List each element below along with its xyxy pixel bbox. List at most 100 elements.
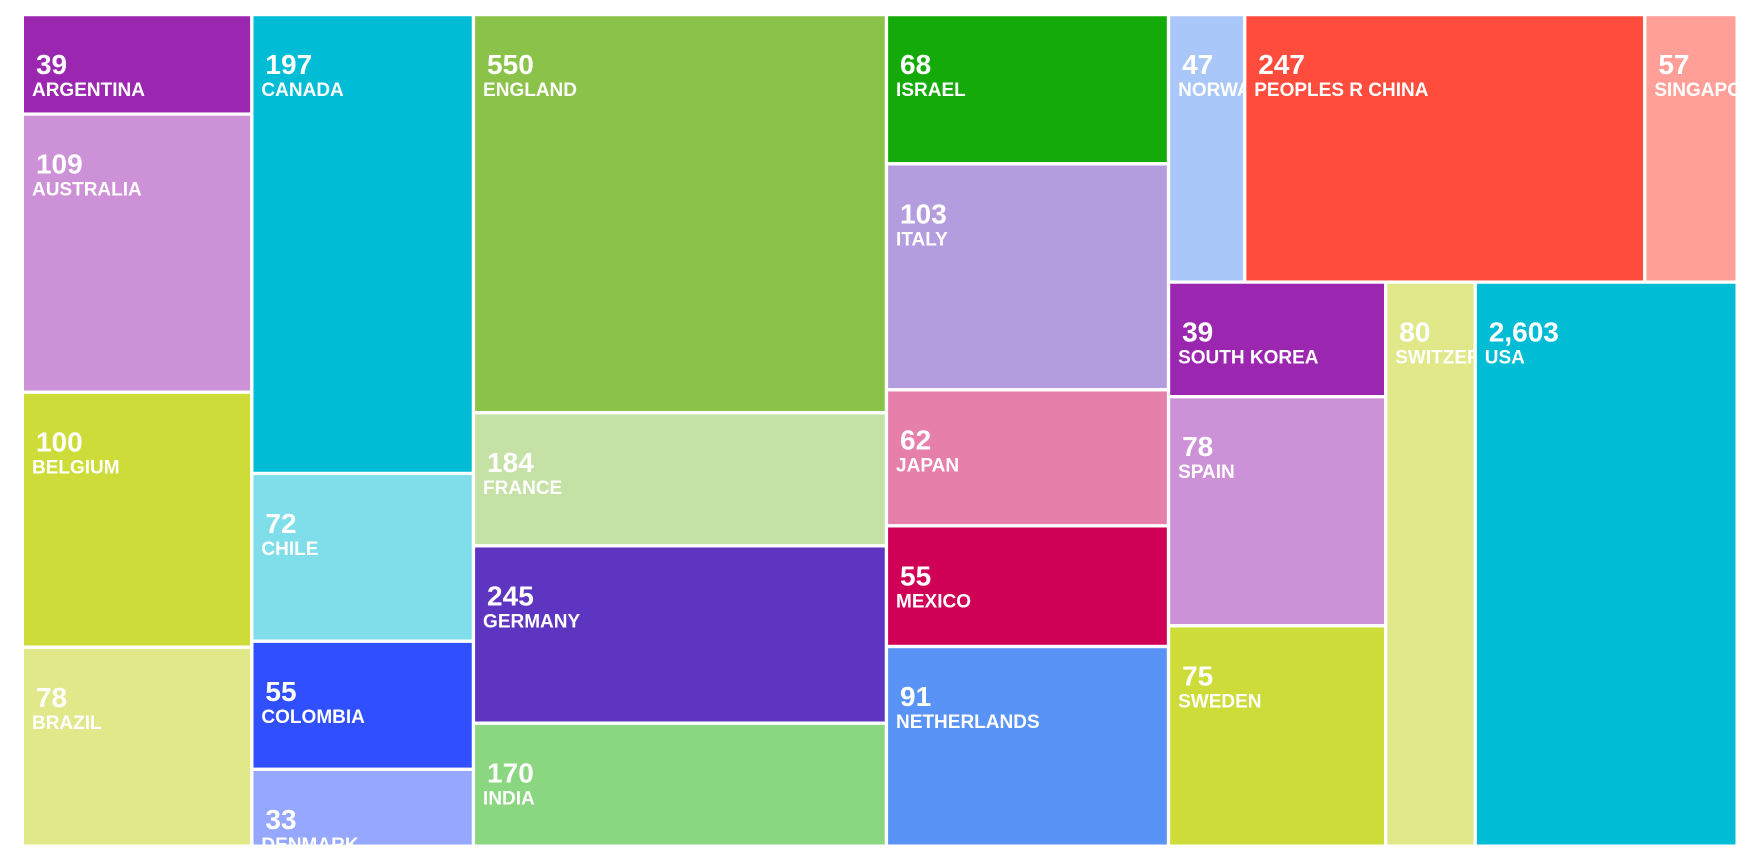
cell-rect	[23, 115, 251, 391]
cell-value: 2,603	[1489, 317, 1559, 348]
cell-value: 47	[1182, 49, 1213, 80]
cell-rect	[23, 393, 251, 646]
cell-value: 247	[1258, 49, 1305, 80]
cell-rect	[253, 770, 472, 845]
cell-name: ENGLAND	[483, 80, 577, 101]
cell-rect	[475, 547, 885, 722]
cell-name: NORWAY	[1178, 80, 1262, 101]
cell-rect	[888, 16, 1167, 163]
cell-rect	[1170, 283, 1385, 396]
cell-name: INDIA	[483, 789, 535, 810]
cell-value: 75	[1182, 660, 1213, 691]
cell-name: USA	[1485, 348, 1525, 369]
treemap-cell: 57SINGAPORE	[1646, 16, 1755, 281]
cell-name: ITALY	[896, 229, 948, 250]
cell-rect	[253, 475, 472, 640]
cell-name: AUSTRALIA	[32, 180, 142, 201]
cell-name: SWEDEN	[1178, 691, 1261, 712]
cell-rect	[475, 414, 885, 545]
cell-name: ARGENTINA	[32, 80, 145, 101]
cell-value: 91	[900, 681, 931, 712]
cell-value: 103	[900, 198, 947, 229]
cell-name: DENMARK	[261, 835, 358, 856]
cell-name: JAPAN	[896, 455, 959, 476]
cell-value: 550	[487, 49, 534, 80]
cell-name: SWITZERLAND	[1395, 348, 1533, 369]
cell-name: BRAZIL	[32, 713, 102, 734]
cell-name: MEXICO	[896, 591, 971, 612]
cell-name: COLOMBIA	[261, 707, 365, 728]
cell-name: SPAIN	[1178, 462, 1235, 483]
cell-name: NETHERLANDS	[896, 712, 1040, 733]
cell-value: 78	[36, 682, 67, 713]
cell-rect	[1170, 627, 1385, 845]
cell-rect	[1476, 283, 1736, 845]
cell-rect	[888, 527, 1167, 645]
cell-rect	[888, 648, 1167, 845]
cell-rect	[23, 16, 251, 113]
cell-value: 33	[265, 804, 296, 835]
cell-name: CANADA	[261, 80, 344, 101]
cell-name: CHILE	[261, 539, 318, 560]
cell-value: 78	[1182, 431, 1213, 462]
cell-value: 100	[36, 427, 83, 458]
cell-value: 55	[900, 560, 931, 591]
cell-value: 57	[1658, 49, 1689, 80]
cell-name: FRANCE	[483, 478, 562, 499]
cell-value: 72	[265, 508, 296, 539]
cell-rect	[1170, 398, 1385, 625]
cell-rect	[888, 165, 1167, 389]
cell-name: GERMANY	[483, 611, 580, 632]
cell-value: 68	[900, 49, 931, 80]
cell-name: SINGAPORE	[1654, 80, 1755, 101]
cell-value: 184	[487, 447, 534, 478]
cell-value: 80	[1399, 317, 1430, 348]
cell-name: PEOPLES R CHINA	[1254, 80, 1428, 101]
cell-name: BELGIUM	[32, 458, 120, 479]
cell-name: SOUTH KOREA	[1178, 348, 1319, 369]
cell-value: 55	[265, 676, 296, 707]
cell-value: 170	[487, 758, 534, 789]
cell-rect	[253, 642, 472, 768]
cell-rect	[1170, 16, 1244, 281]
cell-rect	[1646, 16, 1736, 281]
cell-rect	[1387, 283, 1474, 845]
cell-rect	[475, 16, 885, 412]
cell-value: 39	[1182, 317, 1213, 348]
cell-value: 197	[265, 49, 312, 80]
cell-value: 62	[900, 424, 931, 455]
cell-rect	[475, 724, 885, 845]
cell-name: ISRAEL	[896, 80, 966, 101]
cell-value: 245	[487, 580, 534, 611]
cell-value: 109	[36, 149, 83, 180]
cell-value: 39	[36, 49, 67, 80]
cell-rect	[1246, 16, 1644, 281]
cell-rect	[888, 391, 1167, 525]
